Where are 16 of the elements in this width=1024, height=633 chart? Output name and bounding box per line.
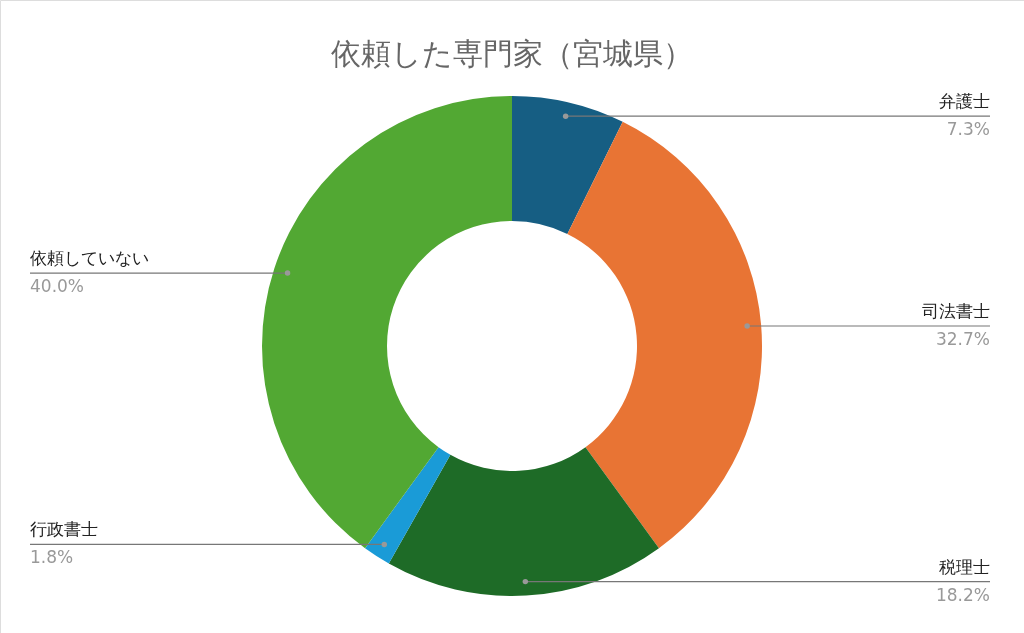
slice-label: 弁護士 <box>939 91 990 112</box>
slice-label: 依頼していない <box>30 248 149 269</box>
data-label: 18.2% <box>935 584 990 605</box>
data-label: 1.8% <box>30 547 74 568</box>
donut-slice <box>262 96 512 549</box>
chart-title: 依頼した専門家（宮城県） <box>331 36 693 71</box>
data-label: 32.7% <box>935 329 990 350</box>
donut-slice <box>365 447 451 564</box>
data-label: 40.0% <box>30 276 85 297</box>
donut-slice <box>388 447 659 596</box>
slice-label: 司法書士 <box>922 301 990 322</box>
donut-slice <box>567 121 762 549</box>
slice-label: 税理士 <box>939 556 990 577</box>
slice-label: 行政書士 <box>30 519 98 540</box>
donut-slice <box>512 96 623 234</box>
data-label: 7.3% <box>946 119 990 140</box>
